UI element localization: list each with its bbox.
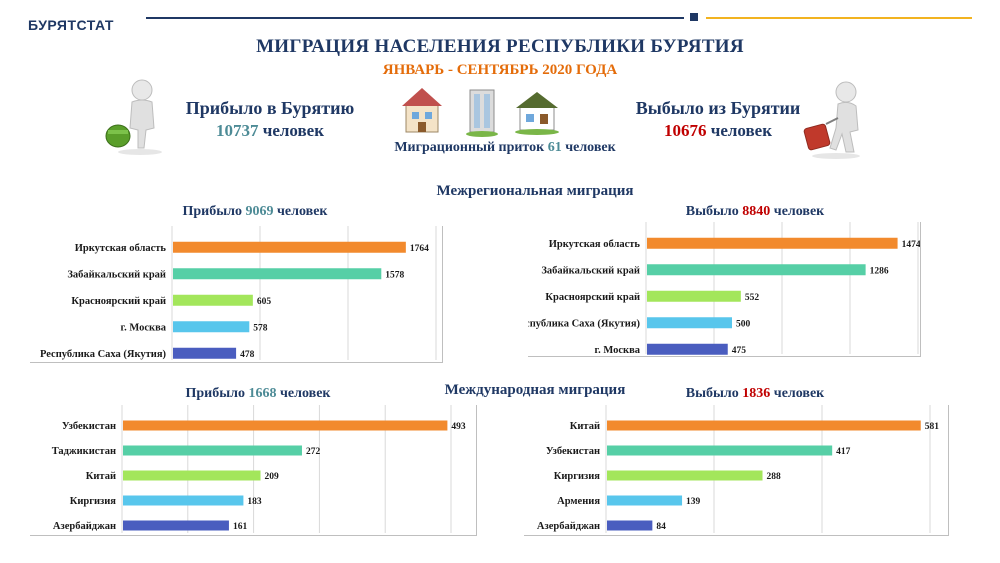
value-label: 605 [257, 297, 272, 307]
value-label: 478 [240, 350, 255, 360]
inflow-value: 61 [547, 140, 562, 155]
category-label: г. Москва [595, 345, 641, 356]
value-label: 1474 [902, 240, 920, 250]
bar [173, 294, 253, 306]
value-label: 552 [745, 293, 760, 303]
departing-person-icon [803, 81, 860, 159]
bar [123, 520, 229, 531]
category-label: Китай [86, 471, 116, 482]
section-international: Международная миграция [444, 382, 626, 398]
bar [173, 268, 382, 280]
houses-icon [402, 88, 559, 137]
bar [647, 343, 728, 355]
value-label: 581 [925, 422, 940, 432]
chart-svg-2: Иркутская область 1474 Забайкальский край 1… [514, 222, 921, 356]
category-label: Узбекистан [546, 446, 600, 457]
value-label: 493 [451, 422, 466, 432]
arrived-unit: человек [258, 121, 325, 140]
departed-label: Выбыло из Бурятии [635, 98, 801, 118]
category-label: Забайкальский край [541, 265, 640, 276]
category-label: Китай [570, 421, 600, 432]
category-label: Азербайджан [537, 521, 600, 532]
bar [607, 470, 763, 481]
header-rule-square [690, 13, 698, 21]
category-label: Киргизия [554, 471, 601, 482]
org-name: БУРЯТСТАТ [28, 17, 114, 33]
panel-title-3: Прибыло 1668 человек [185, 386, 331, 401]
bar [607, 420, 921, 431]
category-label: Киргизия [70, 496, 117, 507]
category-label: Узбекистан [62, 421, 116, 432]
value-label: 1764 [410, 244, 429, 254]
value-label: 1578 [385, 270, 404, 280]
header-rule-right [706, 17, 972, 19]
chart-svg-3: Узбекистан 493 Таджикистан 272 Китай 209 Кирги… [52, 405, 466, 533]
value-label: 183 [247, 497, 262, 507]
value-label: 1286 [870, 266, 889, 276]
arrived-summary: Прибыло в Бурятию 10737 человек [170, 98, 370, 141]
bar [647, 317, 732, 329]
category-label: Иркутская область [549, 239, 641, 250]
chart-svg-4: Китай 581 Узбекистан 417 Киргизия 288 Армения 1… [537, 405, 940, 533]
category-label: Республика Саха (Якутия) [528, 318, 641, 329]
category-label: Красноярский край [545, 292, 640, 303]
inflow-unit: человек [561, 140, 616, 155]
chart-interregional-arrived: Иркутская область 1764 Забайкальский край 1… [30, 226, 443, 363]
chart-international-departed: Китай 581 Узбекистан 417 Киргизия 288 Армения 1… [524, 405, 949, 536]
bar [647, 290, 741, 302]
bar [123, 470, 261, 481]
value-label: 161 [233, 522, 248, 532]
bar [123, 495, 244, 506]
value-label: 84 [656, 522, 666, 532]
value-label: 578 [253, 323, 268, 333]
category-label: Республика Саха (Якутия) [40, 349, 167, 360]
category-label: Таджикистан [52, 446, 116, 457]
arriving-person-icon [105, 79, 162, 155]
panel-title-2: Выбыло 8840 человек [685, 204, 825, 219]
bar [607, 495, 683, 506]
value-label: 139 [686, 497, 701, 507]
value-label: 209 [265, 472, 280, 482]
category-label: Армения [557, 496, 600, 507]
section-interregional: Межрегиональная миграция [436, 183, 634, 199]
departed-unit: человек [706, 121, 773, 140]
bar [123, 420, 448, 431]
bar [647, 237, 898, 249]
category-label: Красноярский край [71, 296, 166, 307]
migration-inflow: Миграционный приток 61 человек [380, 140, 630, 156]
category-label: Иркутская область [75, 243, 167, 254]
bar [123, 445, 302, 456]
chart-svg-1: Иркутская область 1764 Забайкальский край 1… [40, 226, 437, 360]
bar [173, 241, 406, 253]
departed-summary: Выбыло из Бурятии 10676 человек [618, 98, 818, 141]
bar [647, 264, 866, 276]
arrived-label: Прибыло в Бурятию [185, 98, 355, 118]
chart-international-arrived: Узбекистан 493 Таджикистан 272 Китай 209 Кирги… [30, 405, 477, 536]
page-title: МИГРАЦИЯ НАСЕЛЕНИЯ РЕСПУБЛИКИ БУРЯТИЯ [256, 36, 744, 57]
arrived-value: 10737 [215, 121, 259, 140]
departed-value: 10676 [663, 121, 707, 140]
value-label: 417 [836, 447, 851, 457]
category-label: г. Москва [121, 322, 167, 333]
category-label: Азербайджан [53, 521, 116, 532]
value-label: 475 [732, 346, 747, 356]
inflow-label: Миграционный приток [394, 140, 548, 155]
page-subtitle: ЯНВАРЬ - СЕНТЯБРЬ 2020 ГОДА [382, 62, 618, 78]
value-label: 500 [736, 319, 751, 329]
panel-title-4: Выбыло 1836 человек [685, 386, 825, 401]
panel-title-1: Прибыло 9069 человек [182, 204, 328, 219]
header-rule-left [146, 17, 684, 19]
bar [173, 321, 250, 333]
chart-interregional-departed: Иркутская область 1474 Забайкальский край 1… [514, 222, 921, 357]
bar [607, 520, 653, 531]
category-label: Забайкальский край [67, 269, 166, 280]
value-label: 288 [767, 472, 782, 482]
bar [607, 445, 833, 456]
value-label: 272 [306, 447, 321, 457]
bar [173, 347, 237, 359]
